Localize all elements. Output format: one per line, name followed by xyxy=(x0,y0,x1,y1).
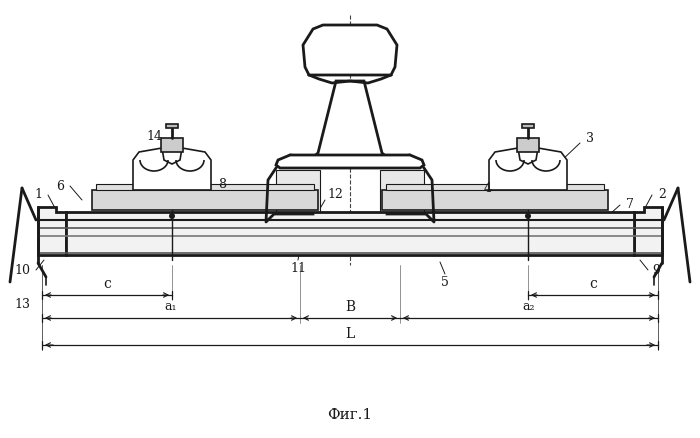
Text: 1: 1 xyxy=(34,188,42,201)
Polygon shape xyxy=(161,138,183,152)
Text: 12: 12 xyxy=(327,188,343,201)
Text: a₂: a₂ xyxy=(523,300,536,314)
Text: 8: 8 xyxy=(218,179,226,191)
Text: B: B xyxy=(345,300,355,314)
Circle shape xyxy=(169,213,175,219)
Text: c: c xyxy=(589,277,597,291)
Polygon shape xyxy=(517,138,539,152)
Text: 9: 9 xyxy=(652,264,660,276)
Polygon shape xyxy=(303,25,397,75)
Text: Фиг.1: Фиг.1 xyxy=(328,408,372,422)
Text: 13: 13 xyxy=(14,299,30,311)
Text: 7: 7 xyxy=(626,198,634,212)
Text: 4: 4 xyxy=(484,181,492,194)
Text: c: c xyxy=(103,277,111,291)
Text: a₁: a₁ xyxy=(164,300,177,314)
Polygon shape xyxy=(92,190,318,210)
Polygon shape xyxy=(276,155,424,168)
Polygon shape xyxy=(382,190,608,210)
Polygon shape xyxy=(66,212,634,255)
Polygon shape xyxy=(312,81,388,158)
Text: 3: 3 xyxy=(586,131,594,145)
Polygon shape xyxy=(96,184,314,190)
Text: 6: 6 xyxy=(56,180,64,192)
Polygon shape xyxy=(522,124,534,128)
Polygon shape xyxy=(133,148,211,190)
Polygon shape xyxy=(276,170,320,214)
Polygon shape xyxy=(166,124,178,128)
Polygon shape xyxy=(386,184,604,190)
Text: 5: 5 xyxy=(441,276,449,289)
Polygon shape xyxy=(634,207,662,255)
Text: L: L xyxy=(345,327,355,341)
Text: 2: 2 xyxy=(658,188,666,201)
Polygon shape xyxy=(38,207,66,255)
Circle shape xyxy=(525,213,531,219)
Text: 10: 10 xyxy=(14,264,30,276)
Polygon shape xyxy=(489,148,567,190)
Text: 11: 11 xyxy=(290,261,306,275)
Polygon shape xyxy=(380,170,424,214)
Text: 14: 14 xyxy=(146,130,162,142)
